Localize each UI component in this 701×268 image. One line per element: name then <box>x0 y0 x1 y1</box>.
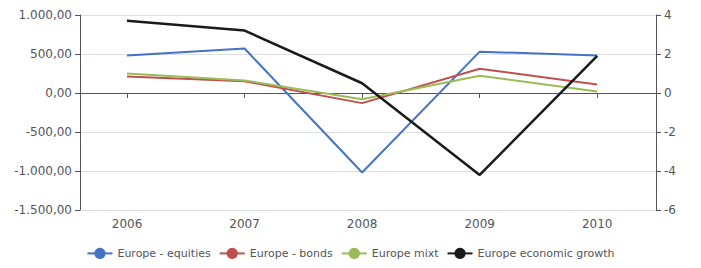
svg-text:Europe - equities: Europe - equities <box>117 247 211 260</box>
svg-text:-6: -6 <box>664 203 676 217</box>
svg-text:-1.500,00: -1.500,00 <box>14 203 72 217</box>
svg-text:0,00: 0,00 <box>45 86 72 100</box>
svg-text:-500,00: -500,00 <box>26 125 72 139</box>
svg-text:2006: 2006 <box>112 217 143 231</box>
svg-text:4: 4 <box>664 8 672 22</box>
svg-text:-1.000,00: -1.000,00 <box>14 164 72 178</box>
svg-text:2010: 2010 <box>582 217 613 231</box>
svg-text:2007: 2007 <box>229 217 260 231</box>
svg-text:-2: -2 <box>664 125 676 139</box>
svg-text:2008: 2008 <box>347 217 378 231</box>
svg-text:500,00: 500,00 <box>30 47 72 61</box>
svg-text:1.000,00: 1.000,00 <box>19 8 72 22</box>
svg-text:0: 0 <box>664 86 672 100</box>
svg-text:2: 2 <box>664 47 672 61</box>
svg-text:Europe - bonds: Europe - bonds <box>250 247 333 260</box>
svg-text:Europe economic growth: Europe economic growth <box>478 247 615 260</box>
svg-text:-4: -4 <box>664 164 676 178</box>
svg-text:Europe mixt: Europe mixt <box>372 247 439 260</box>
svg-text:2009: 2009 <box>464 217 495 231</box>
